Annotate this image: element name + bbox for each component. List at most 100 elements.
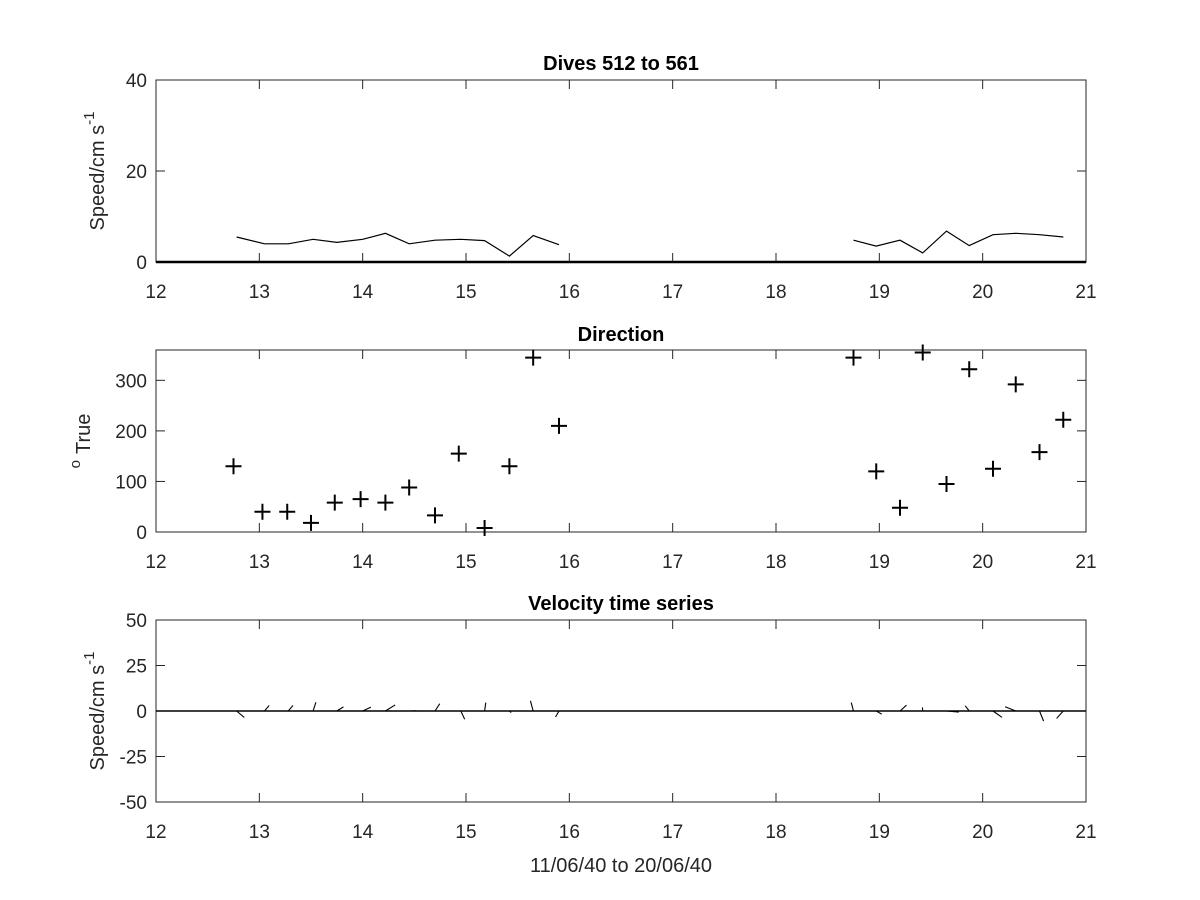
direction-y-label-base: True bbox=[73, 414, 95, 454]
direction-point bbox=[279, 503, 296, 520]
speed-x-tick-label: 15 bbox=[455, 282, 476, 303]
velocity-y-label-exponent: -1 bbox=[81, 652, 98, 665]
speed-x-tick-label: 20 bbox=[972, 282, 993, 303]
velocity-stick bbox=[312, 702, 317, 712]
direction-point bbox=[938, 475, 955, 492]
speed-x-tick-label: 21 bbox=[1075, 282, 1096, 303]
speed-y-label-base: Speed/cm s bbox=[87, 125, 109, 231]
direction-point bbox=[961, 361, 978, 378]
velocity-y-label: Speed/cm s-1 bbox=[81, 652, 109, 771]
velocity-x-tick-label: 21 bbox=[1075, 822, 1096, 843]
speed-x-tick-label: 19 bbox=[869, 282, 890, 303]
speed-y-tick-label: 0 bbox=[136, 253, 147, 274]
velocity-y-tick-label: -25 bbox=[120, 748, 147, 769]
velocity-stick bbox=[484, 702, 487, 712]
speed-x-tick-label: 17 bbox=[662, 282, 683, 303]
velocity-stick bbox=[946, 710, 959, 713]
direction-point bbox=[427, 507, 443, 524]
speed-y-label: Speed/cm s-1 bbox=[81, 112, 109, 231]
direction-y-tick-label: 300 bbox=[115, 371, 147, 392]
velocity-stick bbox=[460, 710, 466, 720]
velocity-stick bbox=[264, 705, 270, 712]
velocity-x-tick-label: 13 bbox=[249, 822, 270, 843]
direction-x-tick-label: 17 bbox=[662, 552, 683, 573]
direction-point bbox=[254, 503, 271, 520]
direction-y-tick-label: 200 bbox=[115, 422, 147, 443]
velocity-sticks bbox=[156, 700, 1086, 722]
velocity-stick bbox=[434, 703, 441, 712]
direction-point bbox=[352, 491, 369, 508]
velocity-x-tick-label: 19 bbox=[869, 822, 890, 843]
direction-point bbox=[1055, 411, 1072, 428]
velocity-y-tick-label: -50 bbox=[120, 793, 147, 814]
speed-line-segment-2 bbox=[853, 230, 1064, 254]
speed-y-label-exponent: -1 bbox=[81, 112, 98, 125]
direction-point bbox=[225, 458, 242, 475]
velocity-x-tick-label: 14 bbox=[352, 822, 374, 843]
speed-x-axis: 12 13 14 15 16 17 18 19 20 21 bbox=[145, 80, 1097, 303]
velocity-y-tick-label: 50 bbox=[126, 611, 147, 632]
velocity-stick bbox=[992, 710, 1003, 718]
velocity-stick bbox=[362, 706, 372, 712]
speed-x-tick-label: 14 bbox=[352, 282, 374, 303]
direction-x-tick-label: 15 bbox=[455, 552, 476, 573]
direction-point bbox=[845, 349, 862, 366]
direction-y-tick-label: 0 bbox=[136, 523, 147, 544]
velocity-stick bbox=[1056, 710, 1064, 719]
speed-plot-area bbox=[155, 79, 1087, 263]
velocity-stick bbox=[1004, 706, 1016, 712]
speed-x-tick-label: 16 bbox=[559, 282, 580, 303]
direction-point bbox=[377, 494, 394, 511]
velocity-stick bbox=[850, 702, 855, 712]
velocity-x-tick-label: 20 bbox=[972, 822, 993, 843]
speed-panel: Dives 512 to 561 12 13 14 15 16 17 18 19 20 21 0 2… bbox=[81, 53, 1097, 303]
velocity-stick bbox=[509, 710, 512, 713]
direction-point bbox=[476, 519, 493, 536]
direction-point bbox=[985, 460, 1001, 477]
direction-point bbox=[401, 479, 418, 496]
velocity-stick bbox=[899, 704, 907, 712]
direction-point bbox=[525, 349, 542, 366]
velocity-stick bbox=[555, 710, 560, 718]
direction-y-label: o True bbox=[67, 414, 95, 469]
direction-point bbox=[1007, 376, 1024, 393]
direction-x-tick-label: 13 bbox=[249, 552, 270, 573]
direction-point bbox=[450, 445, 467, 462]
direction-x-tick-label: 16 bbox=[559, 552, 580, 573]
velocity-stick bbox=[1038, 710, 1045, 722]
velocity-y-tick-label: 0 bbox=[136, 702, 147, 723]
direction-point bbox=[1031, 444, 1048, 461]
direction-point bbox=[551, 417, 567, 434]
direction-panel: Direction 12 13 14 15 16 17 18 19 20 21 0 100 200 30… bbox=[67, 324, 1097, 573]
velocity-stick bbox=[964, 705, 970, 712]
direction-point bbox=[501, 458, 518, 475]
speed-x-tick-label: 18 bbox=[765, 282, 786, 303]
direction-y-axis: 0 100 200 300 bbox=[115, 371, 1086, 544]
direction-x-tick-label: 21 bbox=[1075, 552, 1096, 573]
direction-point bbox=[303, 514, 319, 531]
direction-x-tick-label: 18 bbox=[765, 552, 786, 573]
velocity-y-tick-label: 25 bbox=[126, 657, 147, 678]
velocity-y-label-base: Speed/cm s bbox=[87, 665, 109, 771]
direction-y-label-degree: o bbox=[67, 460, 84, 468]
direction-panel-title: Direction bbox=[578, 324, 665, 346]
direction-point bbox=[326, 494, 343, 511]
velocity-stick bbox=[529, 700, 534, 712]
direction-y-tick-label: 100 bbox=[115, 472, 147, 493]
speed-x-tick-label: 12 bbox=[145, 282, 166, 303]
velocity-x-tick-label: 18 bbox=[765, 822, 786, 843]
speed-series bbox=[156, 230, 1086, 264]
velocity-stick bbox=[875, 710, 883, 715]
speed-x-tick-label: 13 bbox=[249, 282, 270, 303]
direction-point bbox=[868, 463, 885, 480]
velocity-panel: Velocity time series 12 13 14 15 16 17 18 19 20 2… bbox=[81, 593, 1097, 877]
direction-points bbox=[225, 344, 1072, 536]
speed-line-segment-1 bbox=[236, 232, 560, 257]
velocity-y-axis: -50 -25 0 25 50 bbox=[120, 611, 1086, 814]
speed-panel-title: Dives 512 to 561 bbox=[543, 53, 699, 75]
velocity-x-tick-label: 16 bbox=[559, 822, 580, 843]
velocity-stick bbox=[336, 706, 344, 712]
direction-x-tick-label: 20 bbox=[972, 552, 993, 573]
velocity-x-tick-label: 17 bbox=[662, 822, 683, 843]
